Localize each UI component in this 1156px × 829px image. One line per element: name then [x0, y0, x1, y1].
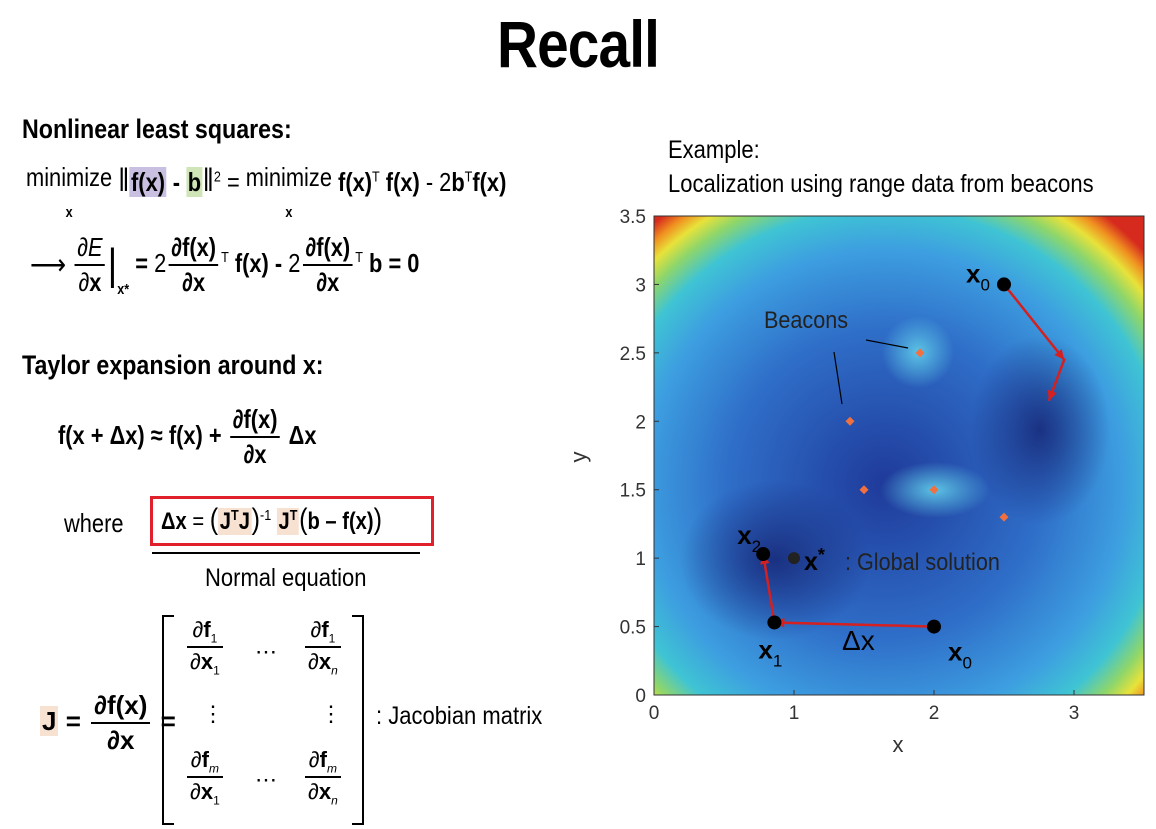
y-tick-label: 3.5 — [620, 207, 646, 228]
beacon-marker — [845, 416, 855, 426]
jacobian-matrix: ∂f1 ∂x1 ⋯ ∂f1 ∂xn ⋮ ⋮ ∂fm ∂x1 ⋯ ∂fm ∂xn — [162, 615, 364, 825]
matrix-hdots-top: ⋯ — [255, 639, 277, 664]
global-minimum-basin — [680, 480, 870, 640]
example-description: Localization using range data from beaco… — [668, 170, 1094, 198]
iterate-point — [927, 619, 941, 634]
objective-equation: minimize x ‖f(x) - b‖2 = minimize x f(x)T … — [26, 162, 507, 221]
matrix-hdots-bottom: ⋯ — [255, 767, 277, 792]
gradient-equation: ⟶ ∂E ∂x |x* = 2 ∂f(x) ∂x T f(x) - 2 ∂f(x) ∂x T b… — [30, 232, 420, 298]
x-axis-label: x — [893, 732, 904, 757]
local-minimum-basin — [970, 335, 1110, 525]
x-tick-label: 0 — [649, 703, 660, 724]
heading-nonlinear-least-squares: Nonlinear least squares: — [22, 114, 292, 144]
path-arrowhead — [1054, 348, 1065, 360]
normal-equation-box: Δx = (JTJ)-1 JT(b – f(x)) — [150, 496, 434, 546]
y-tick-label: 0.5 — [620, 618, 646, 639]
jacobian-definition: J = ∂f(x) ∂x = — [40, 690, 176, 755]
beacon-marker — [999, 512, 1009, 522]
jacobian-caption: : Jacobian matrix — [376, 702, 543, 730]
beacons-label: Beacons — [764, 306, 848, 333]
path-arrowhead — [1047, 389, 1057, 401]
matrix-entry-1n: ∂f1 ∂xn — [302, 617, 344, 678]
example-heading: Example: — [668, 136, 760, 164]
matrix-entry-mn: ∂fm ∂xn — [302, 747, 344, 808]
x-tick-label: 3 — [1069, 703, 1080, 724]
y-tick-label: 1 — [635, 549, 646, 570]
slide-title: Recall — [496, 7, 660, 81]
matrix-left-bracket — [162, 615, 174, 825]
taylor-equation: f(x + Δx) ≈ f(x) + ∂f(x) ∂x Δx — [58, 404, 317, 469]
cost-field — [654, 216, 1144, 695]
where-label: where — [64, 508, 124, 538]
normal-equation-label: Normal equation — [205, 564, 367, 592]
beacon-markers — [845, 348, 1009, 522]
y-tick-label: 1.5 — [620, 481, 646, 502]
beacon-marker — [915, 348, 925, 358]
global-solution-point — [788, 552, 800, 565]
delta-x-label: Δx — [842, 625, 875, 656]
global-solution-label: : Global solution — [845, 548, 1000, 575]
matrix-vdots-right: ⋮ — [320, 701, 342, 726]
matrix-entry-m1: ∂fm ∂x1 — [184, 747, 226, 808]
y-tick-label: 2.5 — [620, 344, 646, 365]
y-tick-label: 0 — [635, 686, 646, 707]
iterate-point — [767, 615, 782, 630]
normal-equation-underline — [152, 552, 420, 554]
x-tick-label: 2 — [929, 703, 940, 724]
y-tick-label: 3 — [635, 275, 646, 296]
beacons-pointer-2 — [833, 351, 843, 405]
beacons-pointer-1 — [865, 339, 909, 349]
plot-frame — [653, 215, 1145, 696]
y-axis-label: y — [566, 452, 591, 463]
axis-ticks: 0 1 2 3 0 0.5 1 1.5 2 2.5 3 3.5 — [620, 207, 1080, 724]
iterate-point — [997, 277, 1011, 292]
matrix-right-bracket — [352, 615, 364, 825]
heading-taylor-expansion: Taylor expansion around x: — [22, 350, 324, 380]
beacon-marker — [929, 485, 939, 495]
matrix-entry-11: ∂f1 ∂x1 — [184, 617, 226, 678]
matrix-vdots-left: ⋮ — [202, 701, 224, 726]
y-tick-label: 2 — [635, 412, 646, 433]
x-tick-label: 1 — [789, 703, 800, 724]
beacon-marker — [859, 485, 869, 495]
iterate-point — [756, 547, 771, 562]
